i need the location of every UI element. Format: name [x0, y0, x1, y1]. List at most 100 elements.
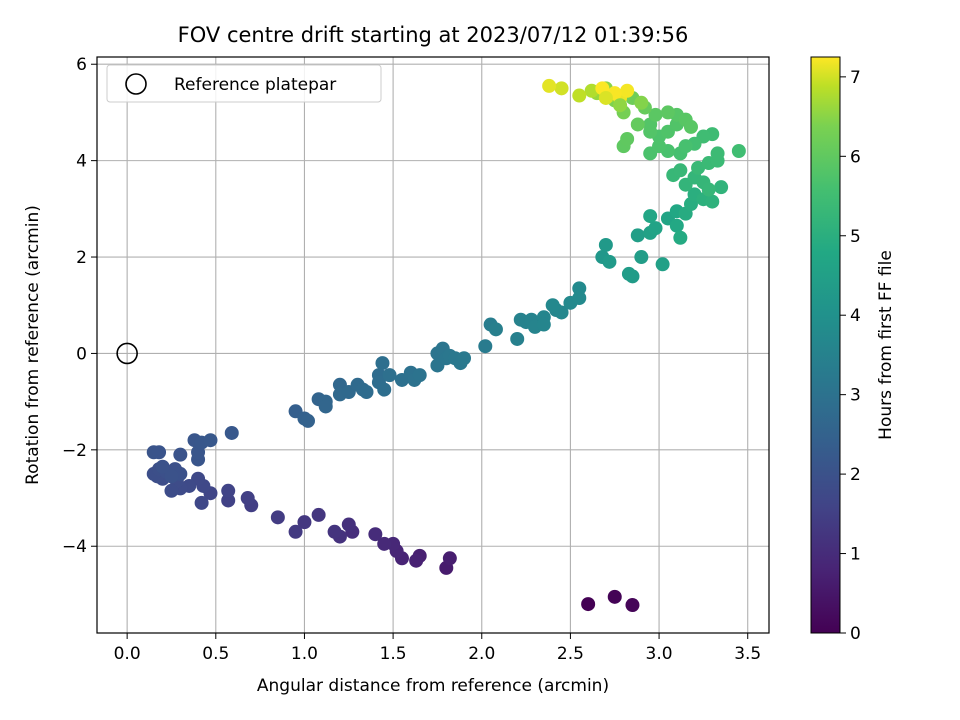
colorbar-tick-label: 2 [850, 465, 861, 485]
data-point [510, 331, 525, 346]
x-tick-label: 0.5 [202, 644, 229, 664]
data-point [442, 551, 457, 566]
chart-title: FOV centre drift starting at 2023/07/12 … [178, 23, 689, 47]
data-point [221, 483, 236, 498]
y-tick-label: 6 [76, 55, 87, 75]
data-point [288, 524, 303, 539]
data-point [731, 143, 746, 158]
colorbar-tick-label: 7 [850, 68, 861, 88]
data-point [164, 483, 179, 498]
data-point [311, 507, 326, 522]
data-point [224, 425, 239, 440]
data-point [643, 209, 658, 224]
data-point [327, 524, 342, 539]
data-point [655, 257, 670, 272]
data-point [660, 105, 675, 120]
data-point [652, 139, 667, 154]
colorbar-tick-label: 3 [850, 386, 861, 406]
data-point [478, 339, 493, 354]
data-point [701, 182, 716, 197]
data-point [620, 83, 635, 98]
colorbar-frame [810, 56, 841, 634]
data-point [673, 230, 688, 245]
x-tick-label: 2.5 [557, 644, 584, 664]
data-point [173, 447, 188, 462]
data-point [634, 250, 649, 265]
data-point [710, 146, 725, 161]
colorbar-tick-label: 6 [850, 147, 861, 167]
x-tick-label: 2.0 [468, 644, 495, 664]
y-axis-title: Rotation from reference (arcmin) [23, 205, 43, 485]
x-tick-label: 3.0 [646, 644, 673, 664]
data-point [377, 536, 392, 551]
data-point [545, 298, 560, 313]
data-point [318, 399, 333, 414]
y-tick-label: −4 [62, 537, 87, 557]
data-point [691, 160, 706, 175]
y-tick-label: −2 [62, 441, 87, 461]
data-point [572, 88, 587, 103]
data-point [536, 317, 551, 332]
data-point [673, 163, 688, 178]
y-tick-label: 2 [76, 248, 87, 268]
colorbar: 0 1 2 3 4 5 6 7 Hours from first FF file [810, 56, 896, 644]
data-point [620, 131, 635, 146]
y-axis-ticks: −4 −2 0 2 4 6 [62, 55, 97, 557]
legend-marker-reference [125, 73, 147, 95]
data-point [648, 221, 663, 236]
data-point [368, 527, 383, 542]
data-point [297, 515, 312, 530]
scatter-points [116, 78, 746, 613]
grid-lines [97, 57, 769, 633]
data-point [634, 95, 649, 110]
data-point [359, 384, 374, 399]
data-point [409, 553, 424, 568]
data-point [625, 598, 640, 613]
legend-box [106, 64, 382, 103]
data-point [669, 218, 684, 233]
data-point [155, 459, 170, 474]
x-tick-label: 1.0 [291, 644, 318, 664]
data-point [630, 117, 645, 132]
data-point [584, 83, 599, 98]
data-point [341, 517, 356, 532]
colorbar-tick-label: 0 [850, 624, 861, 644]
colorbar-tick-label: 4 [850, 306, 861, 326]
data-point [648, 107, 663, 122]
data-point [581, 597, 596, 612]
data-point [382, 368, 397, 383]
data-point [194, 495, 209, 510]
data-point [542, 78, 557, 93]
data-point [203, 433, 218, 448]
reference-point-marker [116, 342, 138, 365]
data-point [705, 194, 720, 209]
legend-label-reference: Reference platepar [174, 75, 336, 95]
data-point [270, 510, 285, 525]
colorbar-tick-label: 1 [850, 545, 861, 565]
data-point [572, 291, 587, 306]
data-point [164, 469, 179, 484]
data-point [602, 254, 617, 269]
data-point [678, 139, 693, 154]
data-point [375, 356, 390, 371]
colorbar-ticks: 0 1 2 3 4 5 6 7 [840, 68, 861, 644]
x-axis-title: Angular distance from reference (arcmin) [257, 676, 609, 696]
legend: Reference platepar [106, 64, 382, 103]
data-point [714, 180, 729, 195]
data-point [572, 281, 587, 296]
x-tick-label: 1.5 [380, 644, 407, 664]
x-axis-ticks: 0.0 0.5 1.0 1.5 2.0 2.5 3.0 3.5 [114, 633, 761, 664]
data-point [607, 589, 622, 604]
data-point [412, 368, 427, 383]
data-point [221, 493, 236, 508]
colorbar-label: Hours from first FF file [876, 250, 896, 440]
data-point [554, 81, 569, 96]
data-point [621, 266, 636, 281]
data-point [488, 322, 503, 337]
data-point [598, 90, 613, 105]
data-point [152, 445, 167, 460]
data-point [683, 119, 698, 134]
x-tick-label: 0.0 [114, 644, 141, 664]
